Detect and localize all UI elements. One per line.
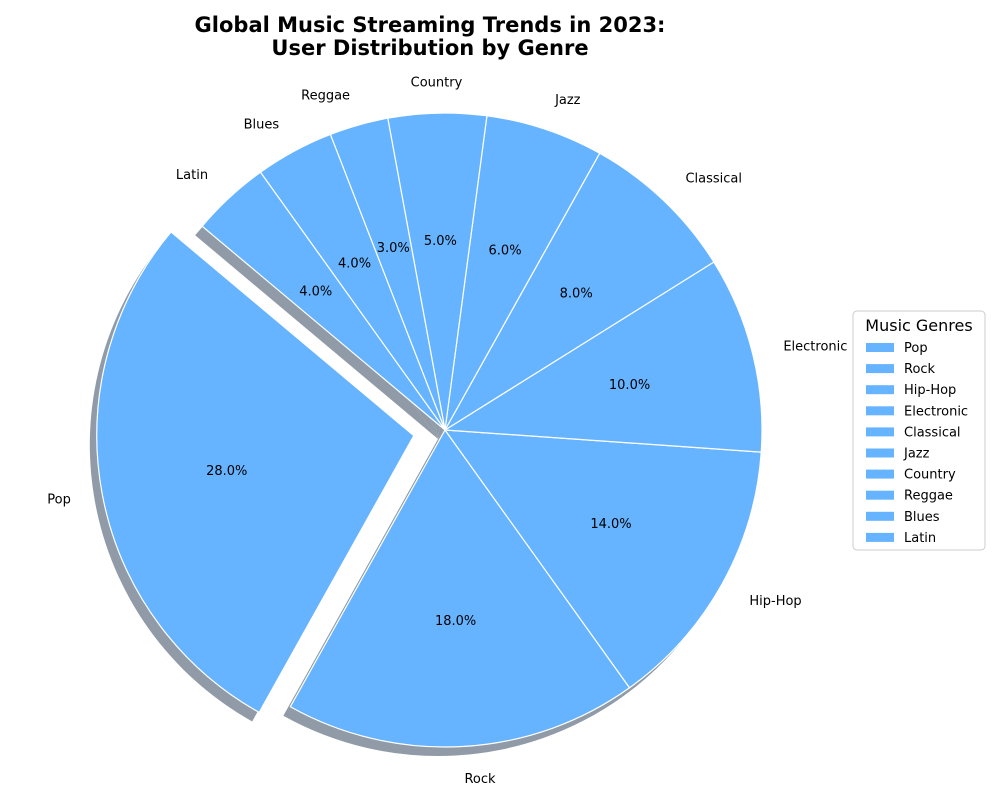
slice-layer <box>96 112 763 748</box>
slice-label-latin: Latin <box>176 168 208 183</box>
slice-jazz <box>444 115 601 431</box>
legend-label-rock: Rock <box>904 362 936 377</box>
pct-label-latin: 4.0% <box>299 284 332 299</box>
pct-label-country: 5.0% <box>424 234 457 249</box>
legend-swatch-hip-hop <box>866 385 894 395</box>
label-layer: Pop 28.0% Rock 18.0% Hip-Hop 14.0% Electronic 1… <box>47 75 847 787</box>
slice-label-rock: Rock <box>464 772 496 787</box>
chart-title-line-1: Global Music Streaming Trends in 2023: <box>195 13 666 37</box>
legend-swatch-reggae <box>866 490 894 500</box>
legend-label-classical: Classical <box>904 425 961 440</box>
legend-swatch-rock <box>866 364 894 374</box>
slice-label-hip-hop: Hip-Hop <box>749 594 801 609</box>
slice-label-pop: Pop <box>47 493 71 508</box>
pct-label-classical: 8.0% <box>560 286 593 301</box>
legend-swatch-electronic <box>866 406 894 416</box>
slice-rock <box>289 429 631 748</box>
legend-label-pop: Pop <box>904 341 928 356</box>
pct-label-rock: 18.0% <box>435 614 476 629</box>
slice-label-electronic: Electronic <box>783 340 847 355</box>
legend-title: Music Genres <box>865 316 972 335</box>
legend-swatch-latin <box>866 532 894 542</box>
pct-label-blues: 4.0% <box>338 257 371 272</box>
slice-label-jazz: Jazz <box>554 93 581 108</box>
slice-hip-hop <box>444 429 762 689</box>
legend-label-country: Country <box>904 468 956 483</box>
legend-label-reggae: Reggae <box>904 489 953 504</box>
legend-label-hip-hop: Hip-Hop <box>904 383 956 398</box>
slice-latin <box>201 171 446 431</box>
legend-label-blues: Blues <box>904 510 940 525</box>
legend-swatch-pop <box>866 343 894 352</box>
legend-swatch-jazz <box>866 448 894 458</box>
slice-classical <box>444 152 715 431</box>
pct-label-jazz: 6.0% <box>489 244 522 259</box>
legend-swatch-country <box>866 469 894 479</box>
slice-label-reggae: Reggae <box>301 88 350 103</box>
slice-pop <box>96 231 415 714</box>
legend-label-latin: Latin <box>904 531 936 546</box>
legend-swatch-blues <box>866 511 894 521</box>
pct-label-hip-hop: 14.0% <box>590 517 631 532</box>
legend-swatch-classical <box>866 427 894 437</box>
legend-items: Pop Rock Hip-Hop Electronic Classical Jazz Cou… <box>866 341 968 546</box>
legend-label-electronic: Electronic <box>904 404 968 419</box>
legend: Music Genres Pop Rock Hip-Hop Electronic Cla… <box>852 310 986 551</box>
pct-label-pop: 28.0% <box>206 464 247 479</box>
pct-label-electronic: 10.0% <box>609 378 650 393</box>
slice-label-country: Country <box>411 75 463 90</box>
chart-title-line-2: User Distribution by Genre <box>271 36 588 60</box>
slice-label-blues: Blues <box>244 117 280 132</box>
legend-label-jazz: Jazz <box>903 447 930 462</box>
pct-label-reggae: 3.0% <box>377 241 410 256</box>
slice-label-classical: Classical <box>685 171 742 186</box>
slice-electronic <box>444 261 763 453</box>
